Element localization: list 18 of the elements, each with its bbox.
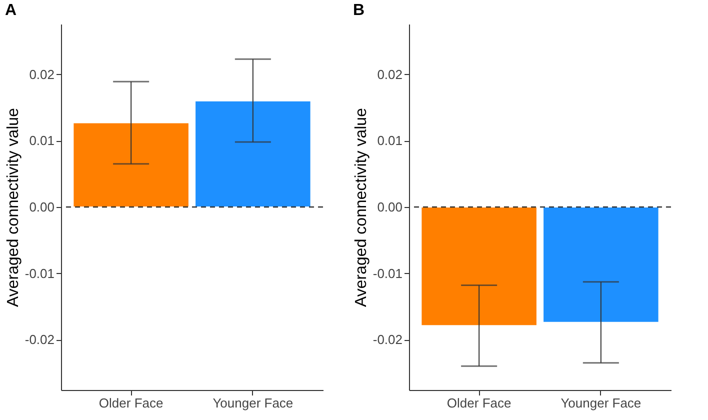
- y-tick-label: 0.00: [377, 200, 402, 214]
- y-tick-label: 0.01: [377, 133, 402, 148]
- x-tick-label: Older Face: [446, 396, 512, 410]
- y-axis-title: Averaged connectivity value: [4, 108, 22, 307]
- x-tick-label: Older Face: [98, 396, 164, 410]
- y-tick-label: 0.00: [29, 200, 54, 214]
- y-tick-label: -0.01: [24, 266, 54, 281]
- x-tick-label: Younger Face: [560, 396, 642, 410]
- chart-title: B: [353, 2, 365, 19]
- y-tick-label: 0.02: [29, 66, 54, 82]
- x-tick-label: Younger Face: [212, 396, 294, 410]
- y-tick-label: -0.02: [24, 332, 54, 348]
- y-tick-label: -0.01: [372, 266, 402, 281]
- y-tick-label: 0.02: [377, 66, 402, 82]
- y-tick-label: 0.01: [29, 133, 54, 148]
- y-tick-label: -0.02: [372, 332, 402, 348]
- y-axis-title: Averaged connectivity value: [352, 108, 370, 307]
- chart-title: A: [5, 2, 17, 19]
